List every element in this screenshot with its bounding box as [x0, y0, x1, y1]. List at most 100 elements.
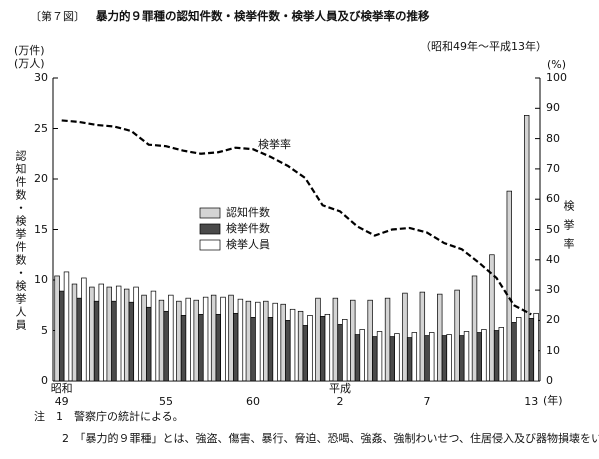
y2-tick-label: 50 [546, 222, 560, 236]
bar [411, 332, 418, 382]
subtitle: （昭和49年～平成13年） [420, 40, 547, 53]
bar [93, 300, 100, 382]
bar [446, 334, 452, 382]
y2-tick-label: 20 [546, 313, 560, 327]
y2-tick-label: 100 [546, 71, 567, 84]
line-label: 検挙率 [258, 138, 291, 151]
y-tick-label: 25 [34, 121, 48, 135]
bar [389, 336, 395, 382]
bar [342, 319, 348, 382]
bar [463, 331, 470, 382]
bar [233, 312, 239, 382]
y-tick-label: 15 [34, 222, 48, 236]
x-tick-label: 平成 2 [328, 382, 351, 408]
bar [158, 299, 165, 382]
bar [528, 318, 535, 382]
bar [523, 115, 530, 382]
bar [280, 303, 286, 382]
bar [250, 317, 256, 382]
bar [454, 289, 460, 382]
bar [210, 294, 217, 382]
bar [115, 285, 122, 382]
y2-tick-label: 60 [546, 192, 560, 206]
bar [168, 294, 174, 382]
bar [406, 337, 413, 382]
bar [54, 275, 60, 382]
y2-tick-label: 30 [546, 283, 560, 297]
bar [163, 310, 169, 382]
x-tick-label: 7 [423, 395, 431, 408]
bar [141, 294, 147, 382]
bar [506, 190, 512, 382]
bar [359, 329, 365, 382]
bar [263, 300, 269, 382]
bar [215, 313, 222, 382]
y2-tick-label: 70 [546, 161, 560, 175]
bar [76, 297, 82, 382]
rate-line [61, 119, 532, 316]
bar [150, 290, 157, 382]
bar [493, 330, 500, 382]
bar [429, 332, 435, 382]
bar [419, 291, 426, 382]
bar [481, 329, 487, 382]
bar [185, 297, 191, 382]
bar [285, 320, 291, 382]
legend-swatch [199, 207, 221, 219]
y-tick-label: 30 [34, 71, 48, 84]
bar [367, 299, 373, 382]
note: 注 1 警察庁の統計による。 [34, 410, 184, 423]
bar [123, 288, 130, 382]
bar [471, 275, 478, 382]
bar [332, 297, 339, 382]
bar [424, 335, 430, 382]
x-tick-label: 60 [246, 395, 261, 408]
bar [337, 324, 343, 382]
y-tick-label: 5 [41, 323, 48, 337]
legend-label: 認知件数 [226, 206, 270, 219]
bar [255, 301, 261, 382]
x-tick-label: 昭和 49 [50, 382, 73, 408]
bar [533, 312, 539, 382]
bar [324, 313, 331, 382]
bar [202, 296, 209, 382]
bar [106, 286, 112, 382]
bar [59, 290, 65, 382]
y-axis-label: 認知件数・検挙件数・検挙人員 [14, 150, 27, 332]
bar [459, 335, 465, 382]
bar [89, 286, 95, 382]
bar [71, 283, 78, 382]
bar [441, 335, 448, 382]
legend-label: 検挙件数 [226, 222, 270, 235]
bar [302, 325, 308, 382]
bar [402, 292, 408, 382]
y2-unit: (%) [547, 58, 567, 71]
bar [272, 302, 278, 382]
bar [376, 331, 383, 382]
y-unit: (万件) (万人) [14, 44, 45, 70]
bar [128, 301, 135, 382]
bar [63, 271, 70, 382]
bar [315, 297, 321, 382]
y2-tick-label: 40 [546, 252, 560, 266]
bar [437, 293, 443, 382]
note: 2 「暴力的９罪種」とは、強盗、傷害、暴行、脅迫、恐喝、強姦、強制わいせつ、住居… [62, 432, 599, 445]
y2-axis-label: 検挙率 [562, 200, 575, 257]
bar [133, 286, 139, 382]
x-tick-label: 13 [524, 395, 539, 408]
y-tick-label: 0 [41, 374, 48, 387]
bar [289, 308, 296, 382]
legend-swatch [199, 223, 221, 235]
bar [515, 317, 522, 382]
bar [394, 333, 400, 382]
bar [146, 306, 152, 382]
bar [228, 294, 234, 382]
bar [350, 299, 356, 382]
bar [319, 316, 326, 382]
bar [98, 283, 104, 382]
y2-tick-label: 10 [546, 343, 560, 357]
bar [220, 296, 226, 382]
bar [245, 300, 252, 382]
